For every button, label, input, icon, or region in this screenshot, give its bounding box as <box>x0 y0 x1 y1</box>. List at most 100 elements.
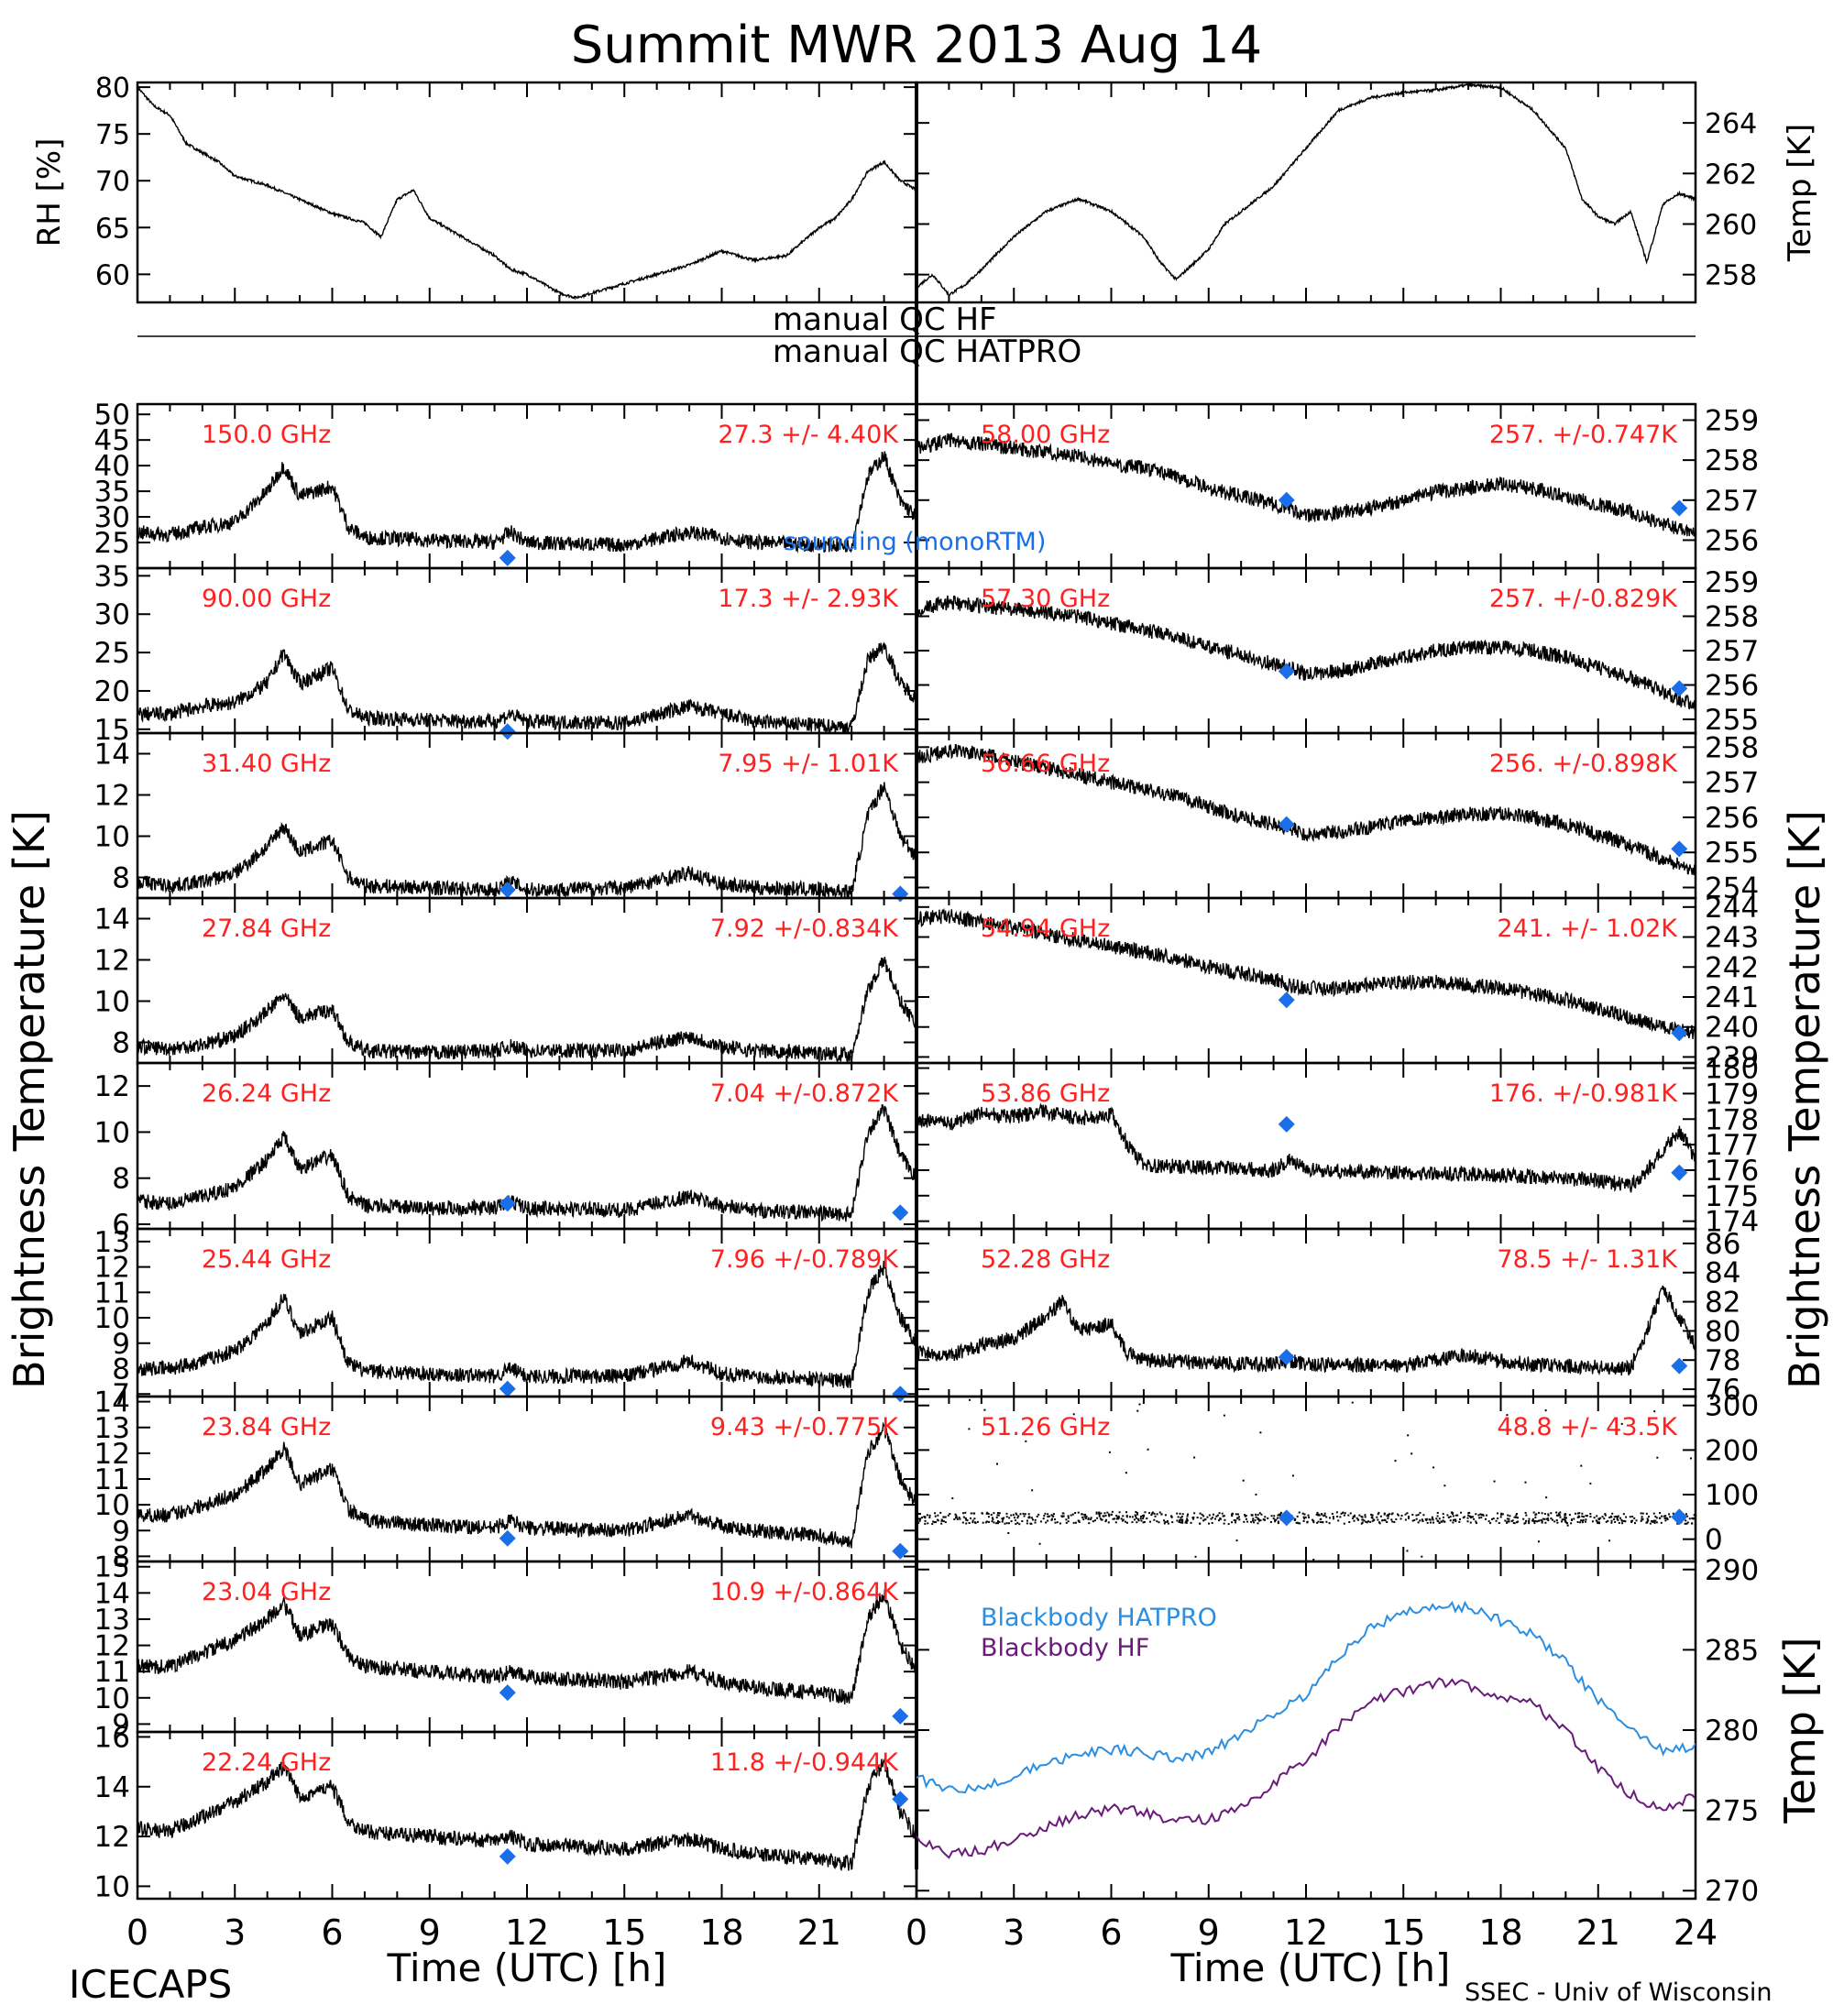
scatter-point <box>1387 1515 1389 1517</box>
scatter-point <box>918 1519 921 1522</box>
y-tick-label: 258 <box>1705 444 1759 477</box>
scatter-point <box>1421 1518 1423 1521</box>
scatter-point <box>1424 1517 1427 1520</box>
scatter-point <box>1303 1517 1306 1520</box>
scatter-point <box>1065 1518 1068 1521</box>
scatter-point <box>1516 1521 1519 1524</box>
scatter-point <box>1185 1519 1188 1522</box>
x-tick-label: 12 <box>505 1912 549 1953</box>
y-tick-label: 10 <box>94 986 130 1019</box>
stat-label: 78.5 +/- 1.31K <box>1497 1245 1678 1274</box>
scatter-point <box>1016 1517 1019 1519</box>
scatter-point <box>1308 1516 1311 1518</box>
scatter-point <box>1581 1519 1584 1522</box>
scatter-point <box>1496 1512 1498 1515</box>
scatter-point <box>995 1522 998 1525</box>
scatter-point <box>1194 1555 1197 1558</box>
scatter-point <box>1452 1521 1454 1524</box>
scatter-point <box>1564 1516 1566 1518</box>
y-tick-label: 258 <box>1705 601 1759 634</box>
x-tick-label: 0 <box>126 1912 148 1953</box>
sounding-marker <box>1671 499 1688 517</box>
scatter-point <box>991 1517 993 1519</box>
scatter-point <box>942 1516 945 1518</box>
y-tick-label: 175 <box>1705 1180 1759 1213</box>
scatter-point <box>1293 1518 1296 1521</box>
scatter-point <box>1090 1517 1092 1519</box>
y-tick-label: 76 <box>1705 1374 1740 1407</box>
sounding-marker <box>499 1847 516 1865</box>
scatter-point <box>1111 1510 1114 1513</box>
scatter-point <box>1609 1515 1612 1517</box>
scatter-point <box>1506 1521 1509 1524</box>
scatter-point <box>968 1521 971 1524</box>
scatter-point <box>944 1516 947 1518</box>
scatter-point <box>1524 1511 1527 1514</box>
scatter-point <box>1103 1512 1106 1515</box>
scatter-point <box>1620 1422 1623 1425</box>
scatter-point <box>1640 1519 1642 1522</box>
scatter-point <box>1323 1515 1325 1517</box>
scatter-point <box>1146 1517 1148 1520</box>
scatter-point <box>1048 1515 1050 1517</box>
y-tick-label: 300 <box>1705 1390 1759 1423</box>
scatter-point <box>1407 1516 1410 1518</box>
y-tick-label: 80 <box>1705 1315 1740 1348</box>
scatter-point <box>1331 1512 1334 1515</box>
scatter-point <box>1120 1517 1123 1520</box>
scatter-point <box>1260 1513 1263 1516</box>
scatter-point <box>1467 1512 1470 1515</box>
scatter-point <box>1390 1518 1393 1521</box>
scatter-point <box>1654 1519 1657 1522</box>
scatter-point <box>1622 1513 1625 1516</box>
scatter-point <box>1610 1521 1613 1524</box>
scatter-point <box>1325 1516 1328 1518</box>
scatter-point <box>1154 1515 1157 1517</box>
scatter-point <box>1479 1513 1482 1516</box>
y-tick-label: 239 <box>1705 1041 1759 1074</box>
channel-label: 54.94 GHz <box>981 915 1110 943</box>
scatter-point <box>964 1517 967 1519</box>
scatter-point <box>1436 1511 1439 1514</box>
scatter-point <box>1509 1515 1511 1517</box>
scatter-point <box>1550 1517 1553 1520</box>
plot-area <box>137 451 916 553</box>
scatter-point <box>1071 1513 1074 1516</box>
scatter-point <box>926 1514 928 1517</box>
scatter-point <box>1541 1520 1543 1523</box>
scatter-point <box>991 1520 993 1523</box>
scatter-point <box>1443 1485 1446 1487</box>
scatter-point <box>1067 1517 1070 1519</box>
scatter-point <box>1004 1522 1006 1525</box>
scatter-point <box>1580 1519 1583 1522</box>
scatter-point <box>970 1517 972 1519</box>
scatter-point <box>1208 1522 1211 1525</box>
scatter-point <box>1104 1518 1107 1521</box>
channel-label: 51.26 GHz <box>981 1413 1110 1441</box>
scatter-point <box>1312 1558 1315 1561</box>
scatter-point <box>993 1512 995 1515</box>
sounding-marker <box>892 1707 909 1725</box>
scatter-point <box>1591 1520 1594 1523</box>
sounding-marker <box>499 723 516 740</box>
scatter-point <box>1356 1517 1358 1519</box>
y-tick-label: 84 <box>1705 1257 1740 1290</box>
scatter-point <box>1214 1517 1217 1520</box>
scatter-point <box>1147 1448 1149 1451</box>
scatter-point <box>1689 1457 1692 1460</box>
y-tick-label: 13 <box>94 1226 130 1259</box>
scatter-point <box>1546 1517 1549 1520</box>
scatter-point <box>1544 1409 1547 1412</box>
sounding-marker <box>892 1542 909 1560</box>
scatter-point <box>1315 1513 1318 1516</box>
scatter-point <box>1393 1521 1396 1524</box>
scatter-point <box>1206 1516 1209 1518</box>
scatter-point <box>1227 1523 1230 1526</box>
scatter-point <box>1428 1518 1431 1521</box>
sounding-marker <box>499 1380 516 1397</box>
scatter-point <box>976 1520 979 1523</box>
sounding-marker <box>1278 1349 1295 1366</box>
scatter-point <box>1506 1520 1509 1523</box>
scatter-point <box>1186 1515 1189 1517</box>
